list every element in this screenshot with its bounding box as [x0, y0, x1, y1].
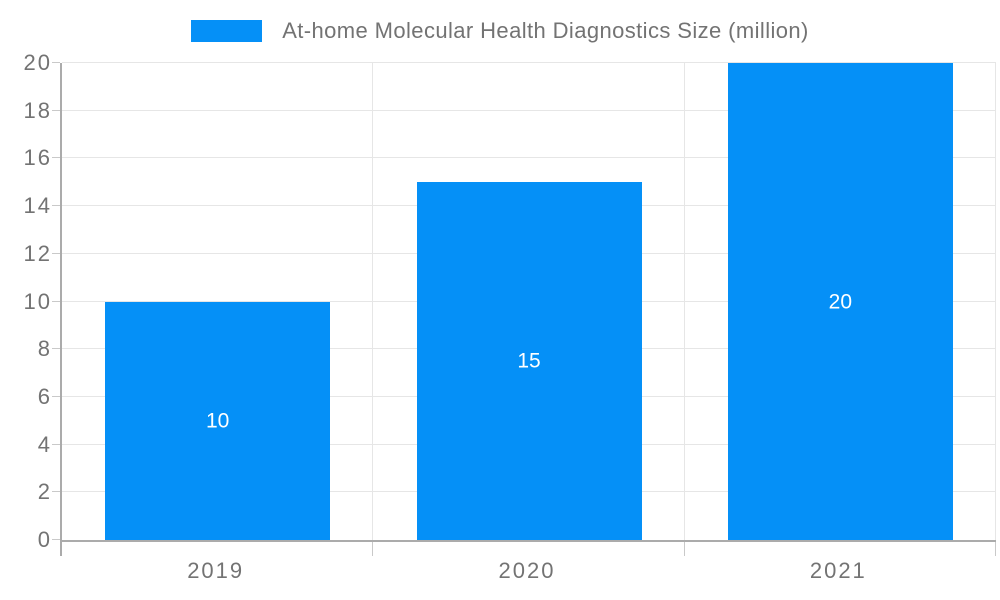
- x-axis-label: 2020: [498, 558, 556, 583]
- legend-swatch: [191, 20, 263, 42]
- gridline: [62, 109, 996, 111]
- plot-area: 10 15 20: [52, 62, 996, 556]
- y-axis-label: 0: [37, 527, 52, 552]
- gridline: [995, 63, 996, 540]
- y-axis-label: 6: [37, 383, 52, 409]
- y-axis-tick: [52, 205, 60, 207]
- legend-label: At-home Molecular Health Diagnostics Siz…: [282, 18, 809, 43]
- y-axis-tick: [60, 542, 62, 556]
- bar[interactable]: 15: [416, 182, 642, 540]
- y-axis-label: 20: [23, 50, 52, 75]
- y-axis-label: 12: [23, 240, 52, 266]
- chart-legend[interactable]: At-home Molecular Health Diagnostics Siz…: [0, 12, 1000, 50]
- y-axis-tick: [52, 539, 60, 540]
- y-axis-label: 2: [37, 479, 52, 505]
- y-axis-label: 18: [23, 97, 52, 123]
- y-axis-label: 14: [23, 193, 52, 219]
- y-axis-label: 8: [37, 336, 52, 362]
- bar[interactable]: 20: [727, 63, 953, 540]
- bar-value-label: 15: [517, 349, 541, 373]
- bar-value-label: 20: [828, 290, 852, 313]
- x-axis-tick: [372, 542, 373, 556]
- y-axis-tick: [52, 395, 60, 397]
- y-axis-label: 16: [23, 145, 52, 171]
- y-axis-label: 10: [23, 288, 52, 314]
- gridline: [372, 63, 373, 540]
- y-axis-tick: [52, 300, 60, 302]
- x-axis-tick: [995, 542, 996, 556]
- y-axis-tick: [52, 348, 60, 350]
- x-axis-label: 2021: [809, 558, 867, 583]
- y-axis-tick: [52, 157, 60, 159]
- y-axis-label: 4: [37, 431, 52, 457]
- bar[interactable]: 10: [105, 301, 331, 540]
- y-axis-tick: [52, 443, 60, 445]
- y-axis-tick: [52, 252, 60, 254]
- bar-value-label: 10: [205, 409, 230, 433]
- gridline: [62, 62, 996, 63]
- y-axis-tick: [52, 62, 60, 63]
- gridline: [62, 157, 996, 159]
- x-axis-tick: [684, 542, 685, 556]
- x-axis-label: 2019: [187, 558, 245, 583]
- gridline: [684, 63, 685, 540]
- y-axis-tick: [52, 491, 60, 493]
- y-axis-tick: [52, 109, 60, 111]
